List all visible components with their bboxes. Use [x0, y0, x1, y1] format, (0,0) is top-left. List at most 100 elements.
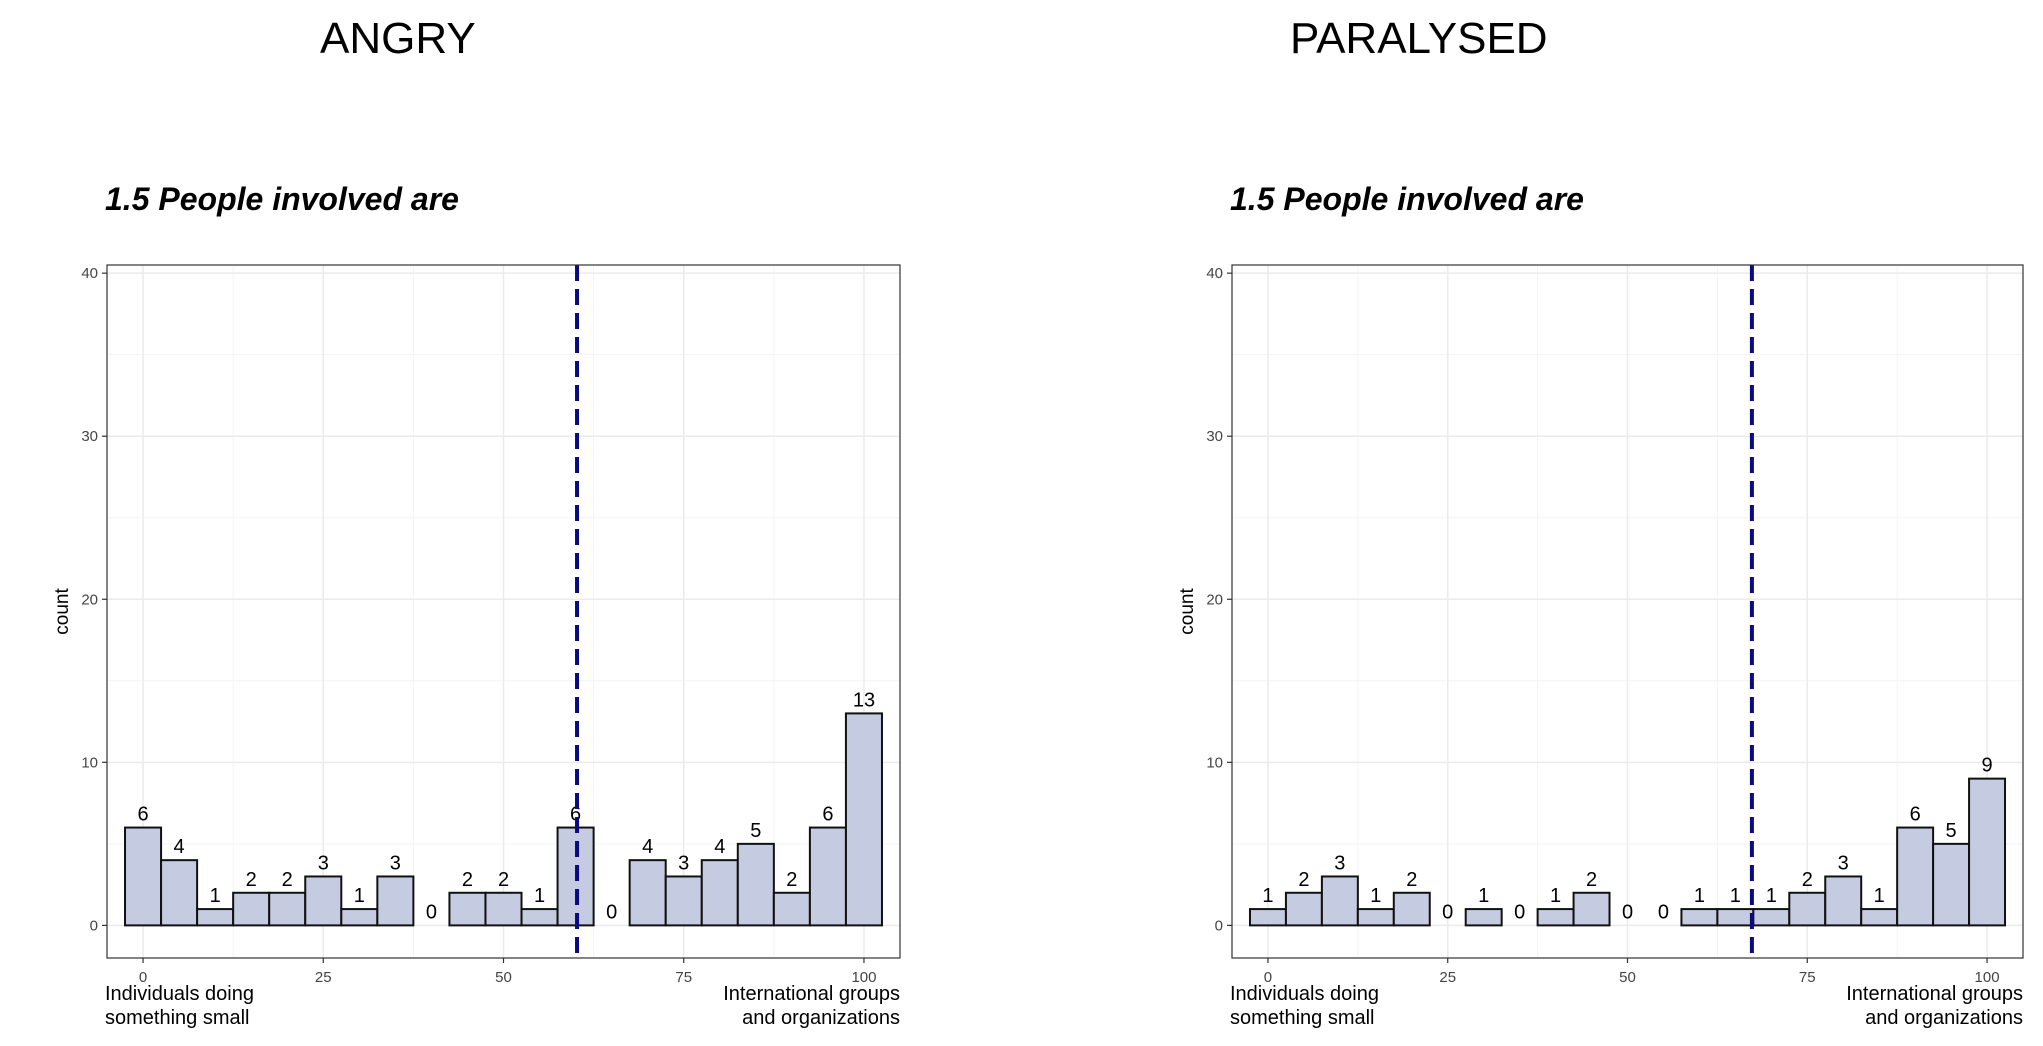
histogram-bar — [1896, 826, 1935, 927]
y-tick-label: 30 — [1206, 428, 1223, 445]
chart-title: 1.5 People involved are — [1230, 181, 1584, 217]
bar-count-label: 0 — [1622, 901, 1633, 923]
bar-count-label: 1 — [1478, 885, 1489, 907]
x-tick-label: 50 — [1619, 969, 1636, 986]
bar-count-label: 9 — [1981, 755, 1992, 777]
bar-count-label: 1 — [1262, 885, 1273, 907]
bar-count-label: 3 — [1838, 852, 1849, 874]
x-tick-label: 75 — [1799, 969, 1816, 986]
bar-count-label: 2 — [1586, 869, 1597, 891]
bar-count-label: 2 — [1298, 869, 1309, 891]
x-tick-label: 100 — [851, 969, 876, 986]
x-tick-label: 0 — [1264, 969, 1272, 986]
histogram-bar — [484, 891, 523, 927]
histogram-bar — [628, 859, 667, 927]
bar-count-label: 2 — [246, 869, 257, 891]
bar-count-label: 6 — [1910, 804, 1921, 826]
x-end-label-left: Individuals doing — [1230, 983, 1379, 1005]
y-tick-label: 40 — [1206, 265, 1223, 282]
histogram-bar — [520, 908, 559, 927]
bar-count-label: 1 — [354, 885, 365, 907]
bar-count-label: 4 — [714, 836, 725, 858]
y-tick-label: 0 — [1215, 917, 1223, 934]
panel-title-angry: ANGRY — [320, 14, 476, 63]
bar-count-label: 6 — [570, 804, 581, 826]
bar-count-label: 0 — [1514, 901, 1525, 923]
histogram-bar — [1284, 891, 1323, 927]
histogram-bar — [1788, 891, 1827, 927]
x-end-label-left: Individuals doing — [105, 983, 254, 1005]
bar-count-label: 4 — [174, 836, 185, 858]
bar-count-label: 0 — [606, 901, 617, 923]
histogram-bar — [1248, 908, 1287, 927]
histogram-bar — [448, 891, 487, 927]
bar-count-label: 1 — [1730, 885, 1741, 907]
histogram-bar — [1752, 908, 1791, 927]
histogram-bar — [1464, 908, 1503, 927]
bar-count-label: 1 — [1766, 885, 1777, 907]
bar-count-label: 2 — [282, 869, 293, 891]
x-end-label-right: International groups — [723, 983, 900, 1005]
x-end-label-right: International groups — [1846, 983, 2023, 1005]
bar-count-label: 5 — [750, 820, 761, 842]
bar-count-label: 1 — [210, 885, 221, 907]
histogram-bar — [124, 826, 163, 927]
bar-count-label: 2 — [1406, 869, 1417, 891]
panel-title-paralysed: PARALYSED — [1290, 14, 1548, 63]
histogram-bar — [1716, 908, 1755, 927]
x-tick-label: 25 — [315, 969, 332, 986]
y-tick-label: 10 — [1206, 754, 1223, 771]
histogram-bar — [736, 842, 775, 927]
bar-count-label: 13 — [853, 689, 875, 711]
bar-count-label: 3 — [390, 852, 401, 874]
bar-count-label: 0 — [1442, 901, 1453, 923]
x-tick-label: 50 — [495, 969, 512, 986]
histogram-bar — [1536, 908, 1575, 927]
bar-count-label: 2 — [786, 869, 797, 891]
bar-count-label: 5 — [1946, 820, 1957, 842]
bar-count-label: 1 — [1370, 885, 1381, 907]
histogram-bar — [1680, 908, 1719, 927]
x-end-label-right: and organizations — [1865, 1007, 2023, 1029]
bar-count-label: 1 — [1874, 885, 1885, 907]
y-tick-label: 30 — [81, 428, 98, 445]
y-axis-title: count — [1177, 588, 1198, 635]
y-tick-label: 10 — [81, 754, 98, 771]
x-end-label-left: something small — [105, 1007, 250, 1029]
bar-count-label: 1 — [534, 885, 545, 907]
bar-count-label: 6 — [137, 804, 148, 826]
bar-count-label: 2 — [498, 869, 509, 891]
histogram-bar — [844, 712, 883, 927]
histogram-bar — [304, 875, 343, 927]
x-end-label-right: and organizations — [742, 1007, 900, 1029]
histogram-bar — [808, 826, 847, 927]
y-tick-label: 0 — [90, 917, 98, 934]
histogram-bar — [1932, 842, 1971, 927]
y-axis-title: count — [52, 588, 73, 635]
bar-count-label: 0 — [1658, 901, 1669, 923]
histogram-bar — [268, 891, 307, 927]
histogram-bar — [664, 875, 703, 927]
bar-count-label: 3 — [318, 852, 329, 874]
chart-title: 1.5 People involved are — [105, 181, 459, 217]
x-tick-label: 25 — [1439, 969, 1456, 986]
histogram-bar — [196, 908, 235, 927]
x-tick-label: 100 — [1975, 969, 2000, 986]
histogram-bar — [1356, 908, 1395, 927]
y-tick-label: 20 — [81, 591, 98, 608]
bar-count-label: 6 — [822, 804, 833, 826]
histogram-bar — [700, 859, 739, 927]
x-end-label-left: something small — [1230, 1007, 1375, 1029]
histogram-bar — [1392, 891, 1431, 927]
histogram-bar — [1968, 777, 2007, 927]
bar-count-label: 1 — [1550, 885, 1561, 907]
y-tick-label: 20 — [1206, 591, 1223, 608]
histogram-bar — [160, 859, 199, 927]
bar-count-label: 0 — [426, 901, 437, 923]
histogram-bar — [772, 891, 811, 927]
histogram-bar — [1824, 875, 1863, 927]
bar-count-label: 4 — [642, 836, 653, 858]
